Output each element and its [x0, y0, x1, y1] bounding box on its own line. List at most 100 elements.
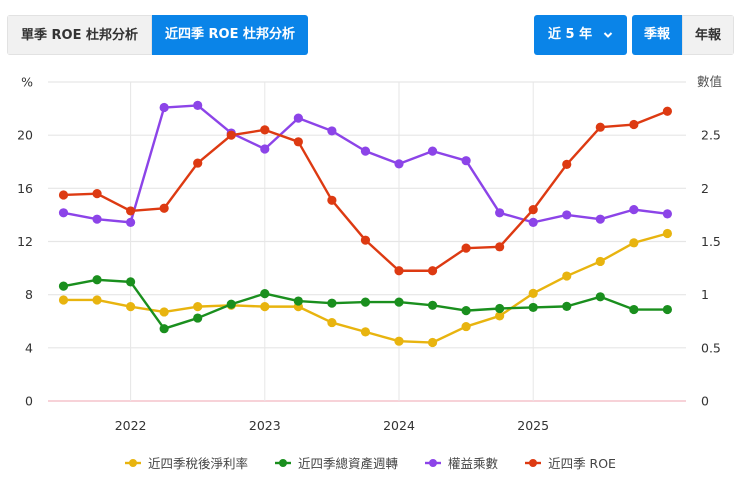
y-right-tick: 2: [701, 181, 709, 196]
data-point[interactable]: [629, 119, 639, 130]
x-tick: 2025: [517, 418, 549, 433]
data-point[interactable]: [461, 243, 471, 253]
data-point[interactable]: [58, 190, 69, 200]
y-left-tick: 16: [17, 181, 33, 196]
data-point[interactable]: [427, 300, 438, 310]
x-tick: 2024: [383, 418, 415, 433]
data-point[interactable]: [528, 302, 538, 313]
data-point[interactable]: [394, 266, 404, 276]
data-point[interactable]: [528, 205, 538, 215]
data-point[interactable]: [159, 203, 169, 213]
data-point[interactable]: [293, 137, 303, 147]
data-point[interactable]: [528, 217, 538, 227]
data-point[interactable]: [327, 126, 337, 136]
y-left-tick: 8: [25, 287, 33, 302]
legend-marker-icon: [425, 458, 442, 467]
y-right-tick: 1: [701, 287, 709, 302]
data-point[interactable]: [159, 102, 169, 113]
data-point[interactable]: [595, 214, 605, 224]
data-point[interactable]: [226, 130, 236, 140]
data-point[interactable]: [92, 295, 102, 305]
data-point[interactable]: [193, 100, 203, 110]
chevron-down-icon: [603, 15, 613, 55]
legend-marker-icon: [275, 458, 292, 467]
data-point[interactable]: [662, 209, 673, 219]
data-point[interactable]: [360, 146, 371, 156]
data-point[interactable]: [327, 298, 337, 308]
data-point[interactable]: [92, 275, 102, 285]
legend-item[interactable]: 權益乘數: [424, 453, 498, 472]
legend-item[interactable]: 近四季 ROE: [524, 453, 616, 472]
legend-marker-icon: [125, 458, 142, 467]
data-point[interactable]: [629, 238, 639, 248]
data-point[interactable]: [562, 159, 572, 170]
data-point[interactable]: [595, 292, 605, 302]
data-point[interactable]: [562, 301, 572, 311]
data-point[interactable]: [662, 304, 673, 315]
data-point[interactable]: [293, 113, 303, 123]
data-point[interactable]: [293, 296, 303, 306]
data-point[interactable]: [495, 242, 505, 252]
data-point[interactable]: [226, 299, 236, 309]
tab-trailing-four-quarter-roe[interactable]: 近四季 ROE 杜邦分析: [152, 15, 308, 55]
data-point[interactable]: [427, 266, 438, 276]
data-point[interactable]: [58, 295, 69, 305]
data-point[interactable]: [662, 228, 673, 239]
data-point[interactable]: [427, 337, 438, 348]
data-point[interactable]: [327, 195, 337, 205]
data-point[interactable]: [126, 277, 136, 287]
data-point[interactable]: [662, 106, 673, 116]
data-point[interactable]: [260, 144, 270, 154]
legend-item[interactable]: 近四季稅後淨利率: [124, 453, 248, 472]
data-point[interactable]: [126, 217, 136, 227]
data-point[interactable]: [495, 311, 505, 321]
data-point[interactable]: [126, 302, 136, 312]
data-point[interactable]: [360, 327, 371, 337]
y-right-tick: 0.5: [701, 340, 721, 355]
data-point[interactable]: [562, 210, 572, 220]
tab-single-quarter-roe[interactable]: 單季 ROE 杜邦分析: [7, 15, 152, 55]
data-point[interactable]: [360, 297, 371, 307]
data-point[interactable]: [427, 146, 438, 156]
data-point[interactable]: [159, 307, 169, 317]
range-select-value: 近 5 年: [548, 27, 593, 42]
data-point[interactable]: [495, 208, 505, 218]
data-point[interactable]: [394, 159, 404, 169]
data-point[interactable]: [495, 303, 505, 314]
data-point[interactable]: [260, 289, 270, 299]
data-point[interactable]: [629, 304, 639, 315]
data-point[interactable]: [58, 281, 69, 291]
data-point[interactable]: [595, 256, 605, 267]
data-point[interactable]: [193, 158, 203, 168]
data-point[interactable]: [126, 206, 136, 216]
data-point[interactable]: [193, 313, 203, 323]
x-tick: 2023: [249, 418, 281, 433]
dupont-tab-group: 單季 ROE 杜邦分析 近四季 ROE 杜邦分析: [7, 15, 308, 55]
data-point[interactable]: [327, 317, 337, 328]
data-point[interactable]: [260, 302, 270, 312]
data-point[interactable]: [394, 336, 404, 346]
data-point[interactable]: [360, 235, 371, 245]
data-point[interactable]: [193, 302, 203, 312]
data-point[interactable]: [92, 189, 102, 199]
y-right-tick: 0: [701, 394, 709, 409]
data-point[interactable]: [461, 156, 471, 166]
quarterly-button[interactable]: 季報: [632, 15, 683, 55]
data-point[interactable]: [562, 271, 572, 281]
series-近四季總資產週轉: [58, 275, 673, 334]
data-point[interactable]: [159, 324, 169, 334]
data-point[interactable]: [260, 125, 270, 135]
data-point[interactable]: [629, 205, 639, 215]
legend-item[interactable]: 近四季總資產週轉: [274, 453, 398, 472]
y-left-tick: 20: [17, 128, 33, 143]
data-point[interactable]: [461, 321, 471, 332]
annual-button[interactable]: 年報: [682, 15, 735, 55]
data-point[interactable]: [58, 208, 69, 218]
data-point[interactable]: [528, 288, 538, 298]
data-point[interactable]: [461, 306, 471, 316]
range-select[interactable]: 近 5 年: [534, 15, 627, 55]
data-point[interactable]: [595, 122, 605, 132]
series-近四季稅後淨利率: [58, 228, 673, 348]
data-point[interactable]: [92, 214, 102, 224]
data-point[interactable]: [394, 297, 404, 307]
